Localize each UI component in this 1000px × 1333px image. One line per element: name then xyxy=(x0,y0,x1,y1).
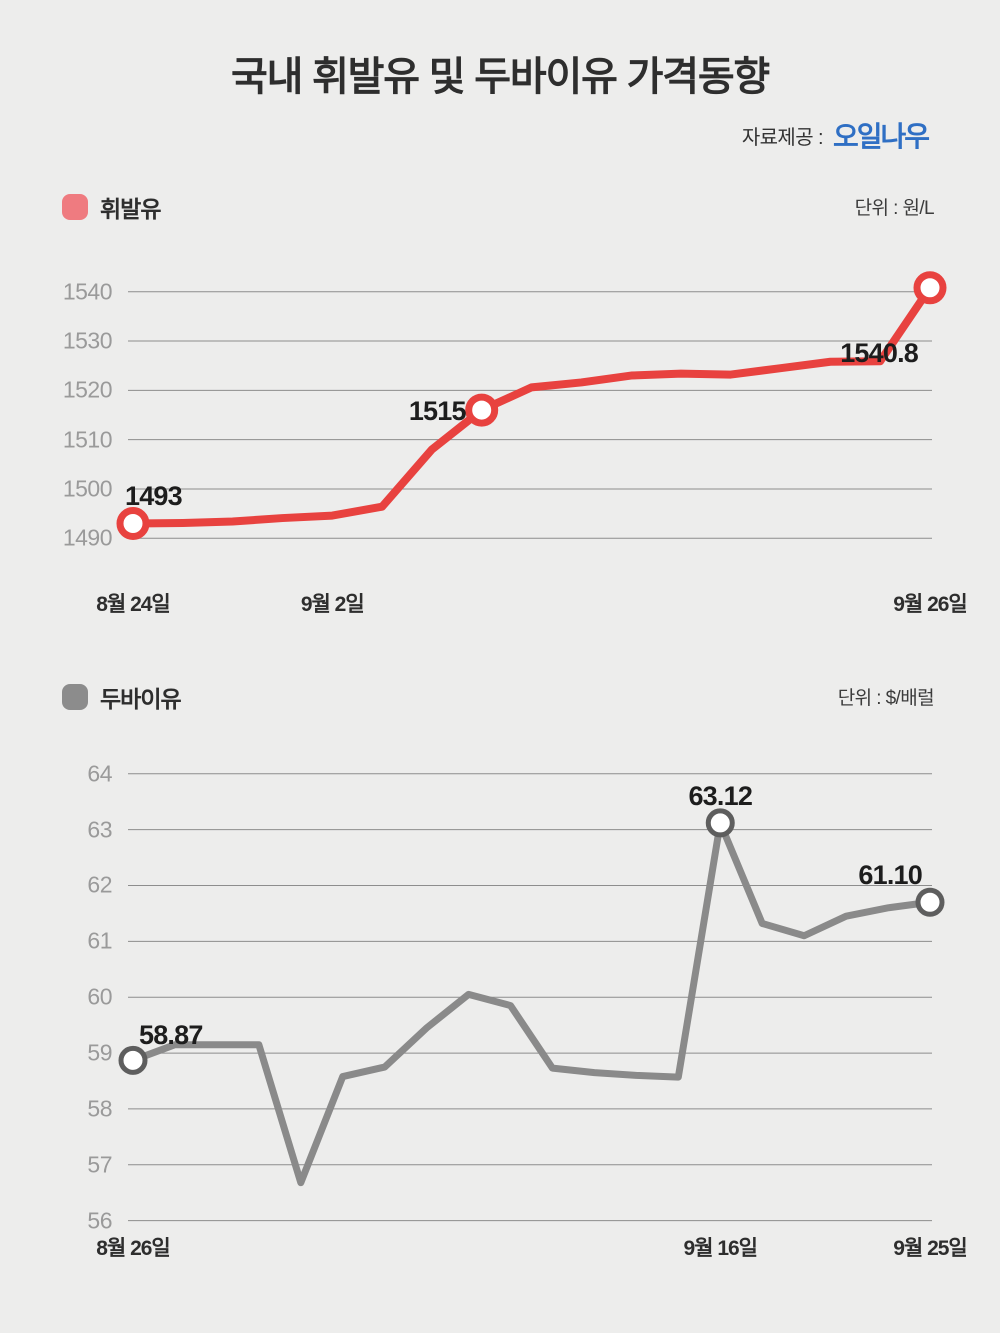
legend-swatch-icon xyxy=(62,194,88,220)
data-point-value-label: 63.12 xyxy=(688,780,753,811)
y-axis-tick-label: 58 xyxy=(87,1095,112,1122)
x-axis-tick-label: 9월 2일 xyxy=(300,593,365,616)
data-point-value-label: 1515 xyxy=(408,396,467,427)
data-line-gasoline xyxy=(129,283,934,528)
data-point-marker[interactable] xyxy=(118,1045,148,1075)
x-axis-tick-label: 8월 26일 xyxy=(96,1237,171,1260)
source-brand-logo: 오일나우 xyxy=(832,121,930,152)
data-point-marker[interactable] xyxy=(913,271,947,305)
legend-label: 휘발유 xyxy=(100,196,161,222)
y-axis-tick-label: 60 xyxy=(87,983,112,1010)
y-axis-tick-label: 56 xyxy=(87,1207,112,1234)
data-point-value-label: 1540.8 xyxy=(840,337,919,368)
source-label: 자료제공 : xyxy=(741,126,824,149)
plot-area-gasoline: 1540 1530 1520 1510 1500 1490 1493 1515 1540.8 xyxy=(0,250,1000,580)
data-point-marker[interactable] xyxy=(465,393,499,427)
y-axis-tick-label: 57 xyxy=(87,1151,112,1178)
data-point-value-label: 1493 xyxy=(125,481,183,512)
plot-area-dubai: 64 63 62 61 60 59 58 57 56 58.87 63.12 61.10 xyxy=(0,735,1000,1265)
legend-swatch-icon xyxy=(62,684,88,710)
page-title: 국내 휘발유 및 두바이유 가격동향 xyxy=(230,55,770,99)
y-axis-tick-label: 1500 xyxy=(62,475,113,502)
y-axis-tick-label: 59 xyxy=(87,1039,112,1066)
unit-label-gasoline: 단위 : 원/L xyxy=(854,198,935,219)
chart-svg-dubai xyxy=(118,773,945,1222)
x-axis-tick-label: 9월 26일 xyxy=(893,593,968,616)
y-axis-tick-label: 61 xyxy=(87,927,112,954)
legend-gasoline: 휘발유 xyxy=(62,190,161,224)
source-credit: 자료제공 : 오일나우 xyxy=(741,115,930,155)
data-point-value-label: 61.10 xyxy=(858,860,922,891)
y-axis-tick-label: 63 xyxy=(87,816,112,843)
legend-label: 두바이유 xyxy=(100,686,182,712)
y-axis-tick-label: 64 xyxy=(87,760,112,787)
y-axis-tick-label: 62 xyxy=(87,871,112,898)
x-axis-tick-label: 9월 25일 xyxy=(893,1237,968,1260)
chart-svg-gasoline xyxy=(116,271,947,540)
data-line-dubai xyxy=(129,819,934,1187)
y-axis-tick-label: 1520 xyxy=(62,376,113,403)
chart-gasoline: 휘발유 단위 : 원/L 1540 1530 1520 1510 1500 1490 149… xyxy=(0,190,1000,630)
y-axis-tick-label: 1510 xyxy=(62,426,113,453)
x-axis-gasoline: 8월 24일 9월 2일 9월 26일 xyxy=(0,588,1000,628)
y-axis-tick-label: 1530 xyxy=(62,327,113,354)
y-axis-tick-label: 1490 xyxy=(62,524,113,551)
unit-label-dubai: 단위 : $/배럴 xyxy=(837,688,935,709)
data-point-marker[interactable] xyxy=(705,808,735,838)
data-point-value-label: 58.87 xyxy=(139,1020,203,1051)
x-axis-dubai: 8월 26일 9월 16일 9월 25일 xyxy=(0,1232,1000,1272)
data-point-marker[interactable] xyxy=(915,887,945,917)
x-axis-tick-label: 9월 16일 xyxy=(683,1237,758,1260)
chart-dubai: 두바이유 단위 : $/배럴 64 63 62 61 60 59 58 57 56 58.87 63… xyxy=(0,680,1000,1280)
y-axis-tick-label: 1540 xyxy=(62,278,113,305)
x-axis-tick-label: 8월 24일 xyxy=(96,593,171,616)
legend-dubai: 두바이유 xyxy=(62,680,182,714)
data-point-marker[interactable] xyxy=(116,506,150,540)
